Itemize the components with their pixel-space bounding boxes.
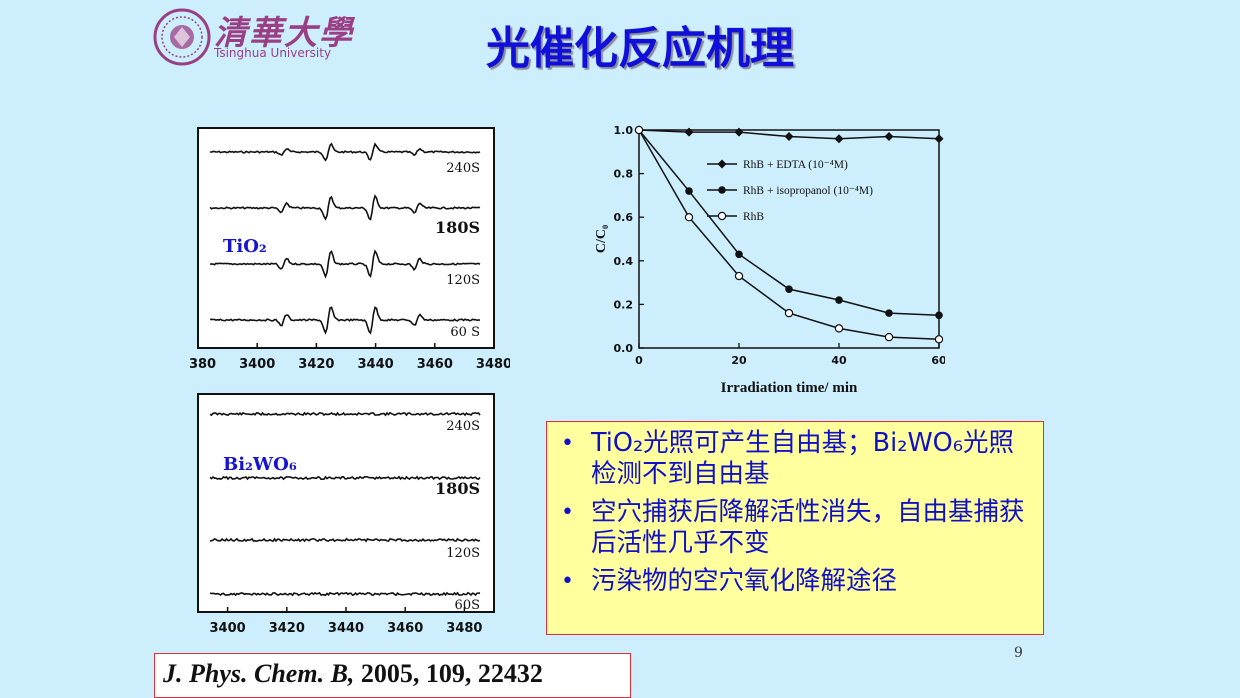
x-tick-label: 20 bbox=[731, 354, 747, 367]
data-point bbox=[885, 309, 893, 317]
sample-label: Bi₂WO₆ bbox=[223, 454, 297, 475]
data-point bbox=[834, 134, 844, 144]
bullet-dot-icon: • bbox=[561, 431, 574, 456]
logo-wordmark: 清華大學 bbox=[214, 13, 354, 52]
x-tick-label: 40 bbox=[831, 354, 847, 367]
epr-trace bbox=[209, 537, 481, 543]
bullet-item: • TiO₂光照可产生自由基；Bi₂WO₆光照检测不到自由基 bbox=[561, 428, 1033, 490]
epr-chart-tio2: 240S 180S 120S 60 S 3380 3400 3420 3440 3460 3480… bbox=[190, 127, 510, 372]
data-point bbox=[834, 324, 844, 333]
citation-details: 2005, 109, 22432 bbox=[360, 659, 543, 688]
epr-trace bbox=[209, 142, 481, 162]
legend-label: RhB bbox=[743, 211, 764, 223]
bullet-dot-icon: • bbox=[561, 500, 574, 525]
epr-trace bbox=[209, 411, 481, 417]
series-1: RhB + isopropanol (10⁻⁴M) bbox=[635, 126, 943, 320]
data-point bbox=[934, 134, 944, 144]
data-point bbox=[685, 187, 693, 195]
y-tick-label: 0.6 bbox=[614, 211, 634, 224]
epr-trace bbox=[209, 475, 481, 481]
epr-trace bbox=[209, 306, 481, 335]
trace-label: 120S bbox=[446, 273, 480, 288]
x-tick-label: 3440 bbox=[358, 357, 394, 372]
tsinghua-logo bbox=[153, 8, 211, 66]
x-tick-label: 3440 bbox=[328, 621, 364, 636]
data-point bbox=[718, 186, 726, 194]
data-point bbox=[785, 285, 793, 293]
bullet-item: • 空穴捕获后降解活性消失，自由基捕获后活性几乎不变 bbox=[561, 497, 1033, 559]
y-tick-label: 0.2 bbox=[614, 298, 634, 311]
trace-label: 60 S bbox=[450, 325, 480, 340]
bullet-text: 污染物的空穴氧化降解途径 bbox=[591, 566, 898, 596]
x-tick-label: 3400 bbox=[210, 621, 246, 636]
slide-title: 光催化反应机理 bbox=[486, 23, 794, 74]
trace-label: 240S bbox=[446, 419, 480, 434]
citation-journal: J. Phys. Chem. B, bbox=[163, 659, 355, 688]
data-point bbox=[717, 211, 727, 221]
data-point bbox=[634, 125, 644, 135]
data-point bbox=[734, 271, 744, 281]
series-0: RhB + EDTA (10⁻⁴M) bbox=[634, 125, 944, 171]
y-tick-label: 0.8 bbox=[614, 168, 634, 181]
bullet-text: 空穴捕获后降解活性消失，自由基捕获后活性几乎不变 bbox=[591, 497, 1025, 558]
data-point bbox=[935, 311, 943, 320]
y-axis-label: C/C₀ bbox=[594, 225, 609, 253]
data-point bbox=[835, 296, 843, 304]
x-tick-label: 3460 bbox=[387, 621, 423, 636]
trace-label: 180S bbox=[435, 218, 480, 237]
trace-label: 60S bbox=[455, 598, 480, 613]
conclusion-box: • TiO₂光照可产生自由基；Bi₂WO₆光照检测不到自由基 • 空穴捕获后降解… bbox=[546, 421, 1044, 635]
trace-label: 240S bbox=[446, 161, 480, 176]
page-number: 9 bbox=[1014, 645, 1023, 661]
data-point bbox=[784, 308, 794, 318]
x-tick-label: 3480 bbox=[446, 621, 482, 636]
data-point bbox=[717, 159, 727, 169]
epr-trace bbox=[209, 591, 481, 597]
plot-frame bbox=[197, 393, 495, 613]
data-point bbox=[734, 127, 744, 137]
x-tick-label: 3480 bbox=[476, 357, 510, 372]
epr-chart-bi2wo6: 240S 180S 120S 60S 3400 3420 3440 3460 3480 Bi₂WO… bbox=[197, 393, 495, 636]
degradation-chart: 0.0 0.2 0.4 0.6 0.8 1.0 0 20 40 60 Irradiation tim… bbox=[594, 124, 945, 396]
bullet-item: • 污染物的空穴氧化降解途径 bbox=[561, 566, 1033, 597]
data-point bbox=[884, 132, 894, 142]
legend-label: RhB + isopropanol (10⁻⁴M) bbox=[743, 185, 873, 197]
x-axis-label: Irradiation time/ min bbox=[721, 380, 858, 396]
trace-label: 120S bbox=[446, 546, 480, 561]
y-tick-label: 0.0 bbox=[614, 342, 634, 355]
plot-frame bbox=[638, 129, 940, 349]
data-point bbox=[735, 250, 743, 259]
bullet-dot-icon: • bbox=[561, 569, 574, 594]
data-point bbox=[684, 212, 694, 222]
x-tick-label: 3420 bbox=[269, 621, 305, 636]
x-tick-label: 0 bbox=[635, 354, 643, 367]
data-point bbox=[884, 332, 894, 342]
x-tick-label: 60 bbox=[931, 354, 945, 367]
epr-trace bbox=[209, 194, 481, 221]
x-tick-label: 3460 bbox=[417, 357, 453, 372]
data-point bbox=[684, 127, 694, 137]
legend-label: RhB + EDTA (10⁻⁴M) bbox=[743, 159, 848, 171]
x-tick-label: 3400 bbox=[239, 357, 275, 372]
x-tick-label: 3420 bbox=[298, 357, 334, 372]
citation-box: J. Phys. Chem. B, 2005, 109, 22432 bbox=[154, 653, 631, 698]
data-point bbox=[934, 335, 944, 344]
series-2: RhB bbox=[634, 125, 944, 344]
plot-frame bbox=[197, 127, 495, 349]
epr-trace bbox=[209, 249, 481, 279]
logo-subtitle: Tsinghua University bbox=[214, 46, 332, 60]
data-point bbox=[784, 132, 794, 142]
y-tick-label: 1.0 bbox=[614, 124, 634, 137]
bullet-text: TiO₂光照可产生自由基；Bi₂WO₆光照检测不到自由基 bbox=[591, 428, 1014, 489]
trace-label: 180S bbox=[435, 479, 480, 498]
sample-label: TiO₂ bbox=[223, 236, 267, 257]
y-tick-label: 0.4 bbox=[614, 255, 634, 268]
x-tick-label: 3380 bbox=[190, 357, 216, 372]
